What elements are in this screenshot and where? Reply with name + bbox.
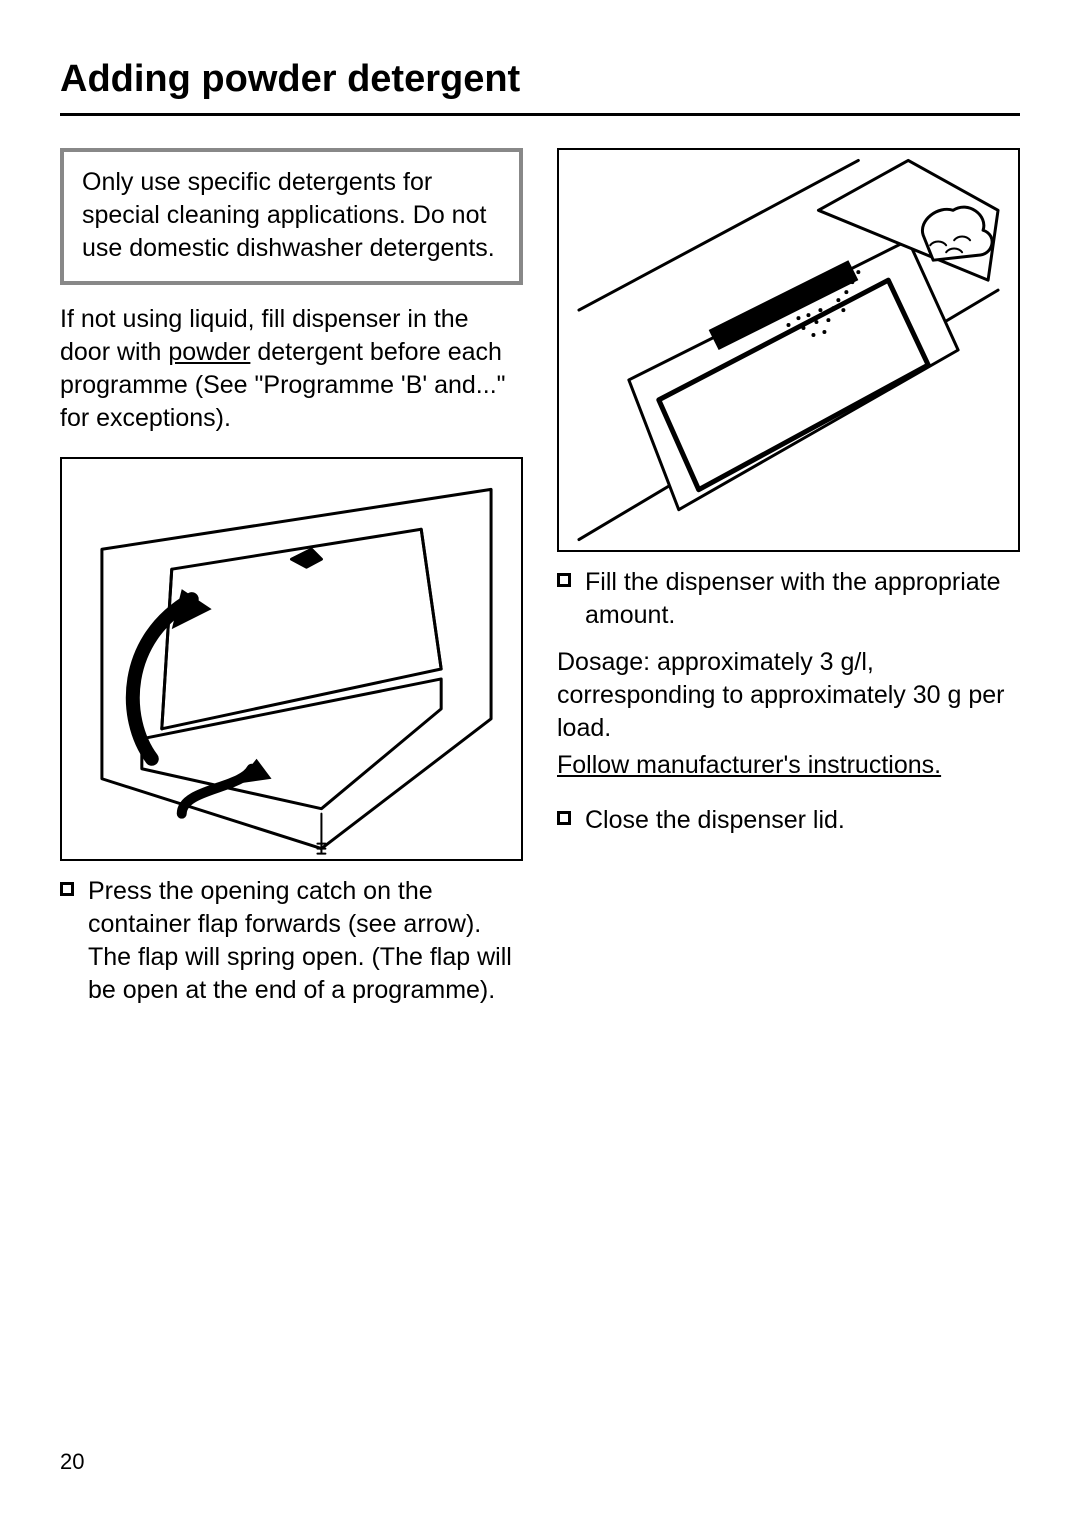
dosage-paragraph: Dosage: approximately 3 g/l, correspondi… — [557, 646, 1020, 745]
page-title: Adding powder detergent — [60, 58, 1020, 113]
pour-powder-icon — [559, 150, 1018, 550]
right-column: Fill the dispenser with the appropriate … — [557, 148, 1020, 1021]
intro-underlined: powder — [168, 338, 250, 366]
dosage-follow-instructions: Follow manufacturer's instructions. — [557, 749, 1020, 782]
intro-paragraph: If not using liquid, fill dispenser in t… — [60, 303, 523, 435]
square-bullet-icon — [557, 573, 571, 587]
square-bullet-icon — [60, 882, 74, 896]
title-rule — [60, 113, 1020, 116]
warning-callout: Only use specific detergents for special… — [60, 148, 523, 285]
manual-page: Adding powder detergent Only use specifi… — [0, 0, 1080, 1529]
figure-pour-powder — [557, 148, 1020, 552]
two-column-layout: Only use specific detergents for special… — [60, 148, 1020, 1021]
step-fill-dispenser-text: Fill the dispenser with the appropriate … — [585, 566, 1020, 632]
square-bullet-icon — [557, 811, 571, 825]
step-open-flap: Press the opening catch on the container… — [60, 875, 523, 1007]
step-open-flap-text: Press the opening catch on the container… — [88, 875, 523, 1007]
step-fill-dispenser: Fill the dispenser with the appropriate … — [557, 566, 1020, 632]
page-number: 20 — [60, 1449, 84, 1475]
figure-open-flap — [60, 457, 523, 861]
dispenser-open-icon — [62, 459, 521, 859]
step-close-lid: Close the dispenser lid. — [557, 804, 1020, 837]
left-column: Only use specific detergents for special… — [60, 148, 523, 1021]
step-close-lid-text: Close the dispenser lid. — [585, 804, 845, 837]
